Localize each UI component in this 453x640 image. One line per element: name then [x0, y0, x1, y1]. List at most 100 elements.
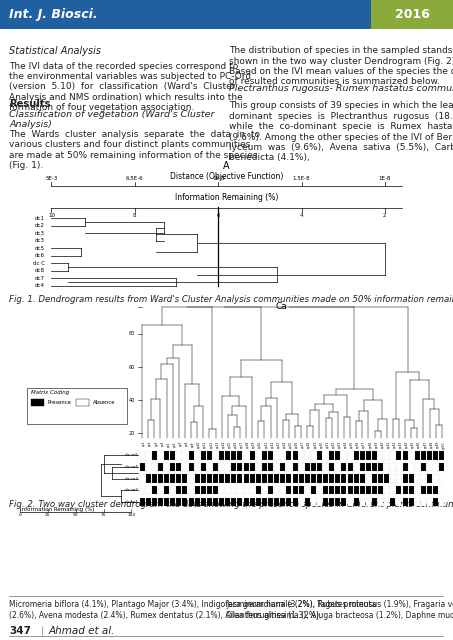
Text: sp9: sp9	[191, 441, 195, 447]
Bar	[231, 463, 236, 471]
Text: 1.5E-8: 1.5E-8	[293, 176, 310, 181]
Bar	[427, 451, 432, 460]
Bar	[256, 474, 261, 483]
Bar	[403, 463, 408, 471]
Bar	[140, 451, 145, 460]
Bar	[354, 451, 359, 460]
Text: 2016: 2016	[395, 8, 429, 21]
Text: The  Wards  cluster  analysis  separate  the  data  in  to
various clusters and : The Wards cluster analysis separate the …	[9, 130, 260, 170]
Bar	[433, 474, 438, 483]
Text: Int. J. Biosci.: Int. J. Biosci.	[9, 8, 98, 21]
Bar	[378, 486, 383, 494]
Bar	[146, 474, 151, 483]
Bar	[415, 497, 420, 506]
Bar	[195, 474, 200, 483]
Text: sp17: sp17	[240, 441, 244, 448]
Text: sp13: sp13	[216, 441, 220, 448]
Bar	[152, 463, 157, 471]
Text: sp15: sp15	[228, 441, 232, 449]
Text: sp47: sp47	[424, 441, 428, 448]
Bar	[231, 474, 236, 483]
Bar	[415, 474, 420, 483]
Bar	[262, 486, 267, 494]
Bar	[360, 497, 365, 506]
Bar	[378, 497, 383, 506]
Bar	[372, 486, 377, 494]
Bar	[201, 463, 206, 471]
Bar	[439, 486, 444, 494]
Bar	[342, 486, 347, 494]
Bar	[366, 463, 371, 471]
Bar	[146, 463, 151, 471]
Bar	[152, 486, 157, 494]
Bar	[262, 451, 267, 460]
Text: sp30: sp30	[319, 441, 323, 449]
Text: 50: 50	[73, 513, 79, 516]
Bar	[409, 497, 414, 506]
Text: dc m3: dc m3	[125, 477, 138, 481]
Bar	[195, 451, 200, 460]
Bar	[140, 486, 145, 494]
Text: sp31: sp31	[326, 441, 330, 448]
Bar	[323, 451, 328, 460]
Bar	[164, 474, 169, 483]
Text: sp22: sp22	[270, 441, 275, 448]
Bar	[433, 463, 438, 471]
Bar	[262, 463, 267, 471]
Text: 20: 20	[129, 431, 135, 436]
Bar	[176, 451, 181, 460]
Bar	[323, 474, 328, 483]
Bar	[250, 486, 255, 494]
Text: sp35: sp35	[350, 441, 354, 449]
Text: dc6: dc6	[35, 253, 45, 259]
Text: Ca: Ca	[275, 302, 287, 311]
Bar	[164, 463, 169, 471]
Bar	[256, 463, 261, 471]
Bar	[31, 399, 43, 406]
Bar	[183, 497, 188, 506]
Bar	[237, 451, 242, 460]
Bar	[311, 497, 316, 506]
Text: Plectranthus rugosus- Rumex hastatus community: Plectranthus rugosus- Rumex hastatus com…	[229, 84, 453, 93]
Bar	[354, 474, 359, 483]
Bar	[213, 486, 218, 494]
Bar	[366, 474, 371, 483]
Bar	[335, 463, 340, 471]
Bar	[335, 474, 340, 483]
Bar	[293, 451, 298, 460]
Text: sp39: sp39	[375, 441, 379, 449]
Bar	[268, 474, 273, 483]
Bar	[396, 497, 401, 506]
Bar	[207, 451, 212, 460]
Bar	[403, 451, 408, 460]
Bar	[76, 399, 89, 406]
Bar	[354, 463, 359, 471]
Bar	[195, 497, 200, 506]
Text: sp42: sp42	[393, 441, 397, 448]
Bar	[268, 463, 273, 471]
Bar	[311, 486, 316, 494]
Bar	[378, 451, 383, 460]
Bar	[323, 463, 328, 471]
Bar	[396, 486, 401, 494]
Bar	[286, 474, 291, 483]
Bar	[195, 486, 200, 494]
Bar	[231, 486, 236, 494]
Bar	[427, 486, 432, 494]
Bar	[286, 497, 291, 506]
Text: sp25: sp25	[289, 441, 293, 449]
Bar	[146, 486, 151, 494]
Bar	[378, 463, 383, 471]
Bar	[384, 497, 389, 506]
Bar	[415, 463, 420, 471]
Bar	[140, 463, 145, 471]
Bar	[378, 474, 383, 483]
Bar	[439, 474, 444, 483]
Bar	[390, 451, 395, 460]
Bar	[268, 497, 273, 506]
Bar	[176, 463, 181, 471]
Bar	[268, 451, 273, 460]
Bar	[403, 474, 408, 483]
Bar	[201, 497, 206, 506]
Bar	[433, 486, 438, 494]
